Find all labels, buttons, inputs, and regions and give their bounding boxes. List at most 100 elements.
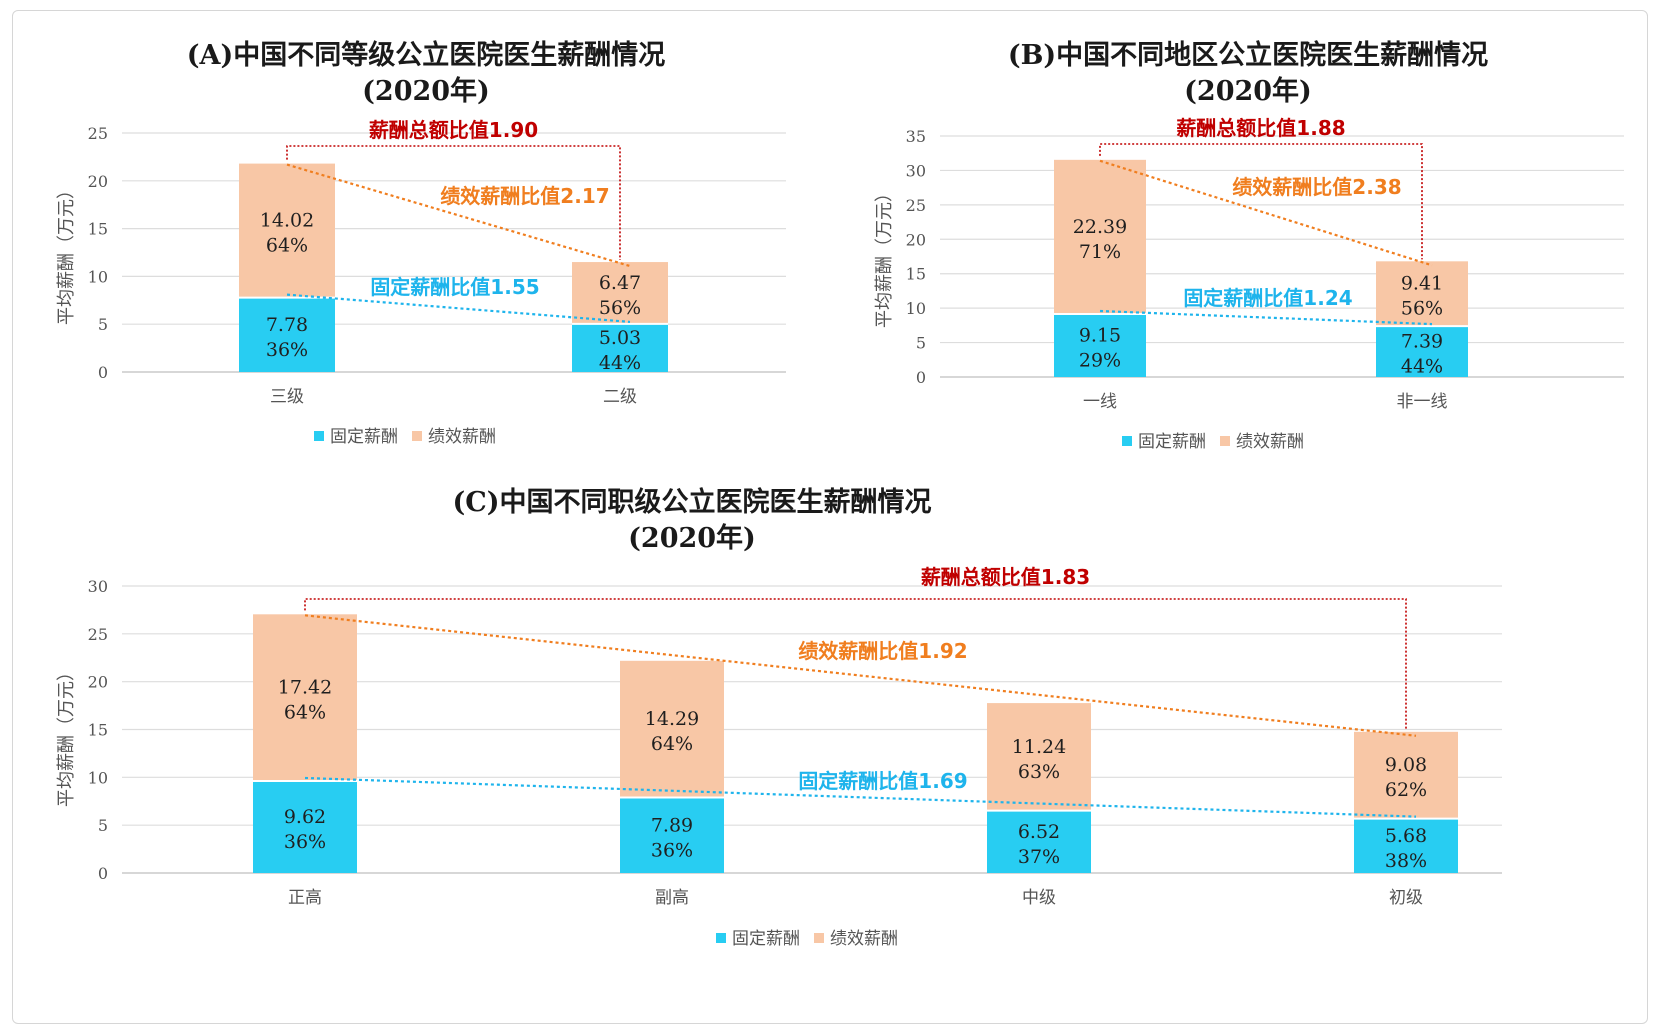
bar-fixed-a-1 [572, 323, 668, 372]
y-tick-a-15: 15 [88, 220, 108, 239]
legend-swatch-b-0 [1122, 436, 1132, 446]
chart-title-b-line2: (2020年) [1184, 76, 1312, 107]
data-label-fixed-pct-a-0: 36% [266, 339, 308, 361]
y-tick-c-30: 30 [88, 577, 108, 596]
y-tick-c-25: 25 [88, 625, 108, 644]
perf-ratio-label-c: 绩效薪酬比值1.92 [798, 639, 967, 663]
data-label-perf-pct-c-3: 62% [1385, 779, 1427, 801]
data-label-fixed-pct-c-0: 36% [284, 831, 326, 853]
x-tick-a-0: 三级 [270, 387, 304, 407]
legend-label-c-1: 绩效薪酬 [830, 929, 898, 949]
data-label-perf-value-b-1: 9.41 [1401, 273, 1443, 295]
data-label-perf-value-a-0: 14.02 [260, 210, 314, 232]
y-tick-a-5: 5 [98, 315, 108, 334]
x-tick-b-1: 非一线 [1397, 392, 1448, 412]
data-label-fixed-value-c-3: 5.68 [1385, 825, 1427, 847]
data-label-perf-pct-c-1: 64% [651, 733, 693, 755]
legend-swatch-c-1 [814, 933, 824, 943]
data-label-fixed-value-c-0: 9.62 [284, 806, 326, 828]
legend-label-a-0: 固定薪酬 [330, 427, 398, 447]
data-label-fixed-value-b-1: 7.39 [1401, 331, 1443, 353]
bar-fixed-c-0 [253, 780, 357, 873]
y-tick-b-30: 30 [906, 161, 926, 180]
fixed-ratio-label-c: 固定薪酬比值1.69 [798, 769, 967, 793]
chart-title-a-line1: (A)中国不同等级公立医院医生薪酬情况 [186, 40, 666, 71]
total-ratio-label-a: 薪酬总额比值1.90 [369, 118, 538, 142]
legend-label-b-0: 固定薪酬 [1138, 432, 1206, 452]
y-tick-c-0: 0 [98, 864, 108, 883]
y-tick-a-10: 10 [88, 267, 108, 286]
y-tick-b-35: 35 [906, 127, 926, 146]
chart-panel-c: (C)中国不同职级公立医院医生薪酬情况 (2020年) 0 5 10 15 20 25 30… [0, 480, 1664, 1036]
data-label-perf-value-c-1: 14.29 [645, 708, 699, 730]
total-ratio-bracket-a [286, 145, 621, 261]
bar-fixed-c-1 [620, 797, 724, 873]
legend-label-b-1: 绩效薪酬 [1236, 432, 1304, 452]
data-label-perf-pct-a-1: 56% [599, 297, 641, 319]
bar-performance-a-0 [239, 163, 335, 298]
bar-performance-c-2 [987, 703, 1091, 811]
chart-b-svg: 0 5 10 15 20 25 30 35 平均薪酬（万元） 9.15 29% 22.39 71% 一线 7… [874, 116, 1624, 452]
y-tick-c-5: 5 [98, 816, 108, 835]
y-tick-a-0: 0 [98, 363, 108, 382]
data-label-perf-value-c-2: 11.24 [1012, 736, 1066, 758]
legend-swatch-c-0 [716, 933, 726, 943]
y-tick-b-5: 5 [916, 334, 926, 353]
bar-fixed-c-2 [987, 810, 1091, 873]
perf-ratio-line-a [286, 163, 631, 268]
chart-panel-b: (B)中国不同地区公立医院医生薪酬情况 (2020年) 0 5 10 15 20 25 30… [832, 0, 1664, 480]
chart-c-svg: 0 5 10 15 20 25 30 平均薪酬（万元） 9.62 36% 17.42 64% 正高 7.8… [56, 565, 1502, 949]
x-tick-c-3: 初级 [1389, 888, 1423, 908]
bar-performance-a-1 [572, 262, 668, 324]
chart-title-c-line1: (C)中国不同职级公立医院医生薪酬情况 [452, 487, 932, 518]
x-tick-c-2: 中级 [1022, 888, 1056, 908]
legend-swatch-a-1 [412, 431, 422, 441]
y-tick-b-25: 25 [906, 196, 926, 215]
data-label-fixed-value-c-1: 7.89 [651, 814, 693, 836]
legend-label-a-1: 绩效薪酬 [428, 427, 496, 447]
total-ratio-bracket-b [1099, 143, 1423, 260]
data-label-fixed-pct-b-1: 44% [1401, 356, 1443, 378]
data-label-fixed-pct-c-2: 37% [1018, 846, 1060, 868]
data-label-fixed-value-c-2: 6.52 [1018, 821, 1060, 843]
legend-label-c-0: 固定薪酬 [732, 929, 800, 949]
y-axis-label-a: 平均薪酬（万元） [56, 181, 77, 325]
chart-title-a-line2: (2020年) [362, 76, 490, 107]
chart-a-svg: 0 5 10 15 20 25 平均薪酬（万元） 7.78 36% 14.02 64% 三级 5.03 4… [56, 118, 786, 447]
total-ratio-bracket-c [304, 598, 1407, 730]
y-tick-b-10: 10 [906, 299, 926, 318]
y-axis-label-b: 平均薪酬（万元） [874, 184, 895, 328]
chart-title-b-line1: (B)中国不同地区公立医院医生薪酬情况 [1007, 40, 1489, 71]
legend-swatch-a-0 [314, 431, 324, 441]
data-label-fixed-pct-a-1: 44% [599, 352, 641, 374]
y-tick-c-20: 20 [88, 673, 108, 692]
total-ratio-label-c: 薪酬总额比值1.83 [921, 565, 1090, 589]
x-tick-c-0: 正高 [288, 888, 322, 908]
bar-fixed-c-3 [1354, 818, 1458, 873]
total-ratio-label-b: 薪酬总额比值1.88 [1176, 116, 1345, 140]
data-label-perf-value-c-3: 9.08 [1385, 754, 1427, 776]
perf-ratio-line-c [304, 614, 1417, 737]
y-tick-c-15: 15 [88, 721, 108, 740]
perf-ratio-label-a: 绩效薪酬比值2.17 [440, 184, 609, 208]
data-label-perf-value-c-0: 17.42 [278, 677, 332, 699]
y-axis-label-c: 平均薪酬（万元） [56, 663, 77, 807]
data-label-perf-pct-c-2: 63% [1018, 761, 1060, 783]
data-label-perf-pct-b-0: 71% [1079, 241, 1121, 263]
legend-swatch-b-1 [1220, 436, 1230, 446]
bar-performance-c-0 [253, 614, 357, 781]
y-tick-a-20: 20 [88, 172, 108, 191]
chart-panel-a: (A)中国不同等级公立医院医生薪酬情况 (2020年) 0 5 10 15 20 25 平均… [0, 0, 832, 480]
data-label-perf-value-b-0: 22.39 [1073, 216, 1127, 238]
bar-performance-c-3 [1354, 731, 1458, 819]
x-tick-a-1: 二级 [603, 387, 637, 407]
bar-fixed-b-0 [1054, 313, 1146, 377]
y-tick-b-15: 15 [906, 265, 926, 284]
perf-ratio-label-b: 绩效薪酬比值2.38 [1232, 175, 1401, 199]
bar-performance-c-1 [620, 660, 724, 798]
y-tick-a-25: 25 [88, 124, 108, 143]
x-tick-c-1: 副高 [655, 888, 689, 908]
data-label-fixed-pct-c-3: 38% [1385, 850, 1427, 872]
data-label-fixed-pct-b-0: 29% [1079, 349, 1121, 371]
fixed-ratio-label-a: 固定薪酬比值1.55 [370, 275, 539, 299]
